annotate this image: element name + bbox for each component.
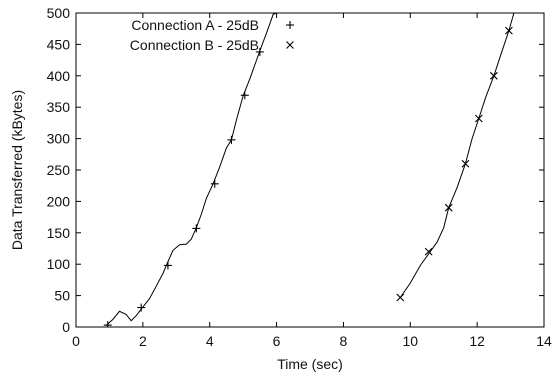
data-point-connection-b [444,203,453,212]
marker-stroke [489,71,498,80]
data-point-connection-a [137,303,146,312]
x-tick-label: 6 [273,333,281,349]
x-tick-label: 2 [139,333,147,349]
x-tick-label: 12 [469,333,485,349]
x-tick-label: 8 [340,333,348,349]
legend: Connection A - 25dB Connection B - 25dB [130,17,294,53]
data-point-connection-a [227,135,236,144]
data-point-connection-a [240,91,249,100]
data-point-connection-a [163,261,172,270]
marker-stroke [424,247,433,256]
y-tick-label: 350 [47,99,71,115]
x-tick-label: 14 [536,333,552,349]
y-tick-label: 50 [54,288,70,304]
legend-marker-connection-a [286,21,294,29]
y-axis: 0 50 100 150 200 250 300 350 400 450 500 [47,5,544,335]
y-tick-label: 400 [47,68,71,84]
legend-label-connection-b: Connection B - 25dB [130,37,259,53]
y-tick-label: 200 [47,193,71,209]
y-tick-label: 250 [47,162,71,178]
y-tick-label: 150 [47,225,71,241]
x-axis-label: Time (sec) [277,356,343,372]
data-point-connection-a [103,321,112,327]
marker-stroke [396,293,405,302]
data-point-connection-b [396,293,405,302]
x-tick-label: 0 [72,333,80,349]
x-tick-label: 10 [402,333,418,349]
y-tick-label: 450 [47,36,71,52]
marker-stroke [286,41,294,49]
data-point-connection-b [489,71,498,80]
y-tick-label: 300 [47,131,71,147]
marker-stroke [461,159,470,168]
plot-frame [75,12,545,328]
series-layer [103,13,515,327]
x-tick-label: 4 [206,333,214,349]
legend-marker-connection-b [286,41,294,49]
data-point-connection-a [210,179,219,188]
data-point-connection-a [255,47,264,56]
series-line-connection-b [399,13,515,298]
data-point-connection-a [192,224,201,233]
y-tick-label: 0 [62,319,70,335]
data-point-connection-b [474,114,483,123]
data-point-connection-b [461,159,470,168]
y-tick-label: 500 [47,5,71,21]
legend-label-connection-a: Connection A - 25dB [131,17,259,33]
marker-stroke [444,203,453,212]
series-line-connection-a [105,13,277,327]
x-axis: 0 2 4 6 8 10 12 14 [72,13,552,349]
marker-stroke [505,26,513,35]
data-point-connection-b [424,247,433,256]
y-tick-label: 100 [47,256,71,272]
data-point-connection-b [505,26,513,35]
marker-stroke [474,114,483,123]
y-axis-label: Data Transferred (kBytes) [9,90,25,250]
